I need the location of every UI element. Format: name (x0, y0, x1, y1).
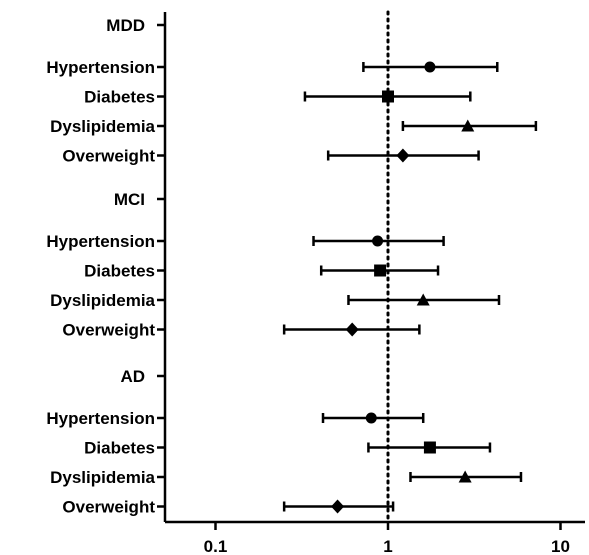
row-label: Hypertension (46, 232, 155, 251)
square-marker (423, 441, 436, 454)
circle-marker (372, 235, 384, 247)
row-label: Diabetes (84, 439, 155, 458)
group-label: AD (120, 367, 145, 386)
diamond-marker (345, 322, 359, 337)
row-label: Hypertension (46, 58, 155, 77)
triangle-marker (416, 293, 430, 306)
x-tick-label: 1 (383, 537, 392, 555)
circle-marker (365, 412, 377, 424)
square-marker (374, 264, 387, 277)
row-label: Diabetes (84, 88, 155, 107)
plot-area: 0.1 1 10 MDD Hypertension Diabetes Dyslipidemi… (46, 10, 585, 555)
group-label: MDD (106, 16, 145, 35)
row-label: Diabetes (84, 262, 155, 281)
triangle-marker (458, 470, 472, 483)
row-label: Dyslipidemia (50, 291, 155, 310)
diamond-marker (331, 499, 345, 514)
row-label: Overweight (62, 321, 155, 340)
row-label: Overweight (62, 498, 155, 517)
x-tick-label: 0.1 (204, 537, 228, 555)
row-label: Dyslipidemia (50, 117, 155, 136)
row-label: Hypertension (46, 409, 155, 428)
circle-marker (424, 61, 436, 73)
square-marker (382, 90, 394, 103)
row-label: Overweight (62, 147, 155, 166)
x-tick-label: 10 (551, 537, 570, 555)
group-label: MCI (114, 190, 145, 209)
row-label: Dyslipidemia (50, 468, 155, 487)
diamond-marker (396, 148, 410, 163)
triangle-marker (461, 119, 475, 132)
